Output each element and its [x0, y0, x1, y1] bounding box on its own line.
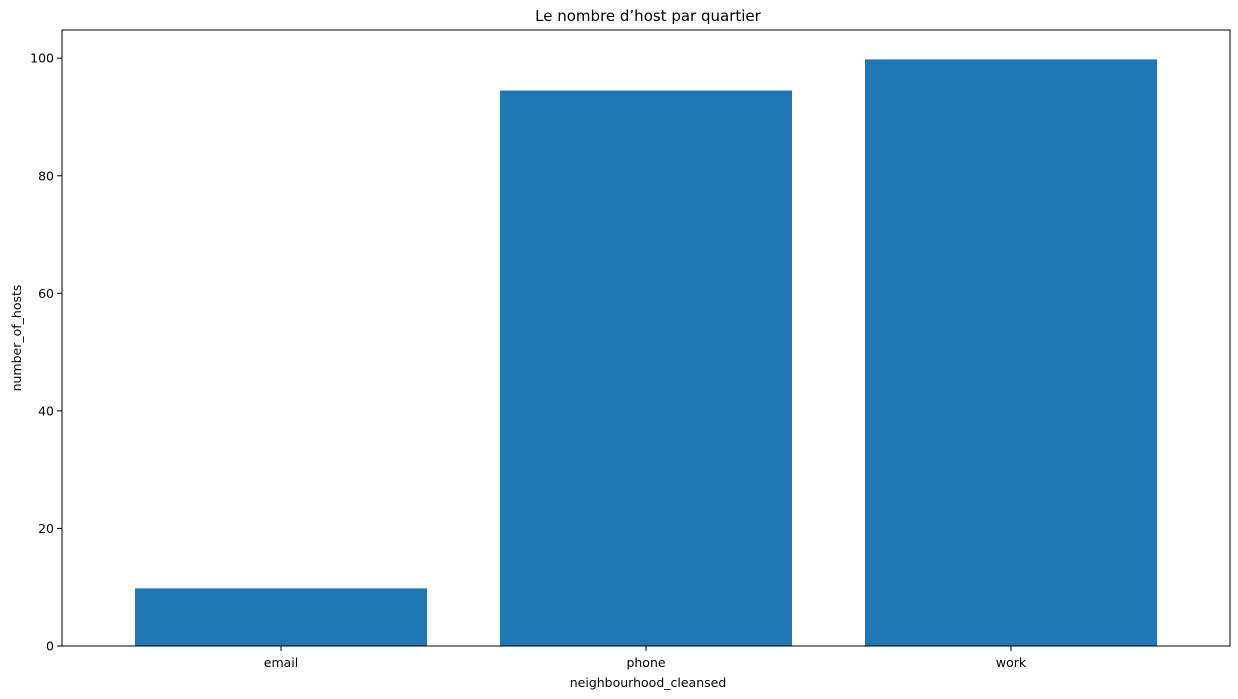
x-tick-label: work [996, 655, 1027, 670]
chart-title: Le nombre d’host par quartier [535, 7, 761, 25]
bar-work [865, 59, 1157, 647]
y-tick-label: 40 [38, 403, 54, 418]
bar-phone [500, 90, 792, 646]
x-tick-label: phone [626, 655, 665, 670]
x-tick-label: email [264, 655, 298, 670]
x-axis: email phone work [264, 646, 1027, 670]
x-axis-label: neighbourhood_cleansed [570, 675, 727, 690]
y-tick-label: 0 [46, 639, 54, 654]
y-tick-label: 80 [38, 168, 54, 183]
y-axis-label: number_of_hosts [9, 285, 24, 392]
y-tick-label: 20 [38, 521, 54, 536]
y-tick-label: 60 [38, 286, 54, 301]
bar-email [135, 588, 427, 646]
y-axis: 0 20 40 60 80 100 [30, 51, 62, 654]
bars-group [135, 59, 1157, 647]
y-tick-label: 100 [30, 51, 54, 66]
plot-frame [61, 29, 1231, 647]
